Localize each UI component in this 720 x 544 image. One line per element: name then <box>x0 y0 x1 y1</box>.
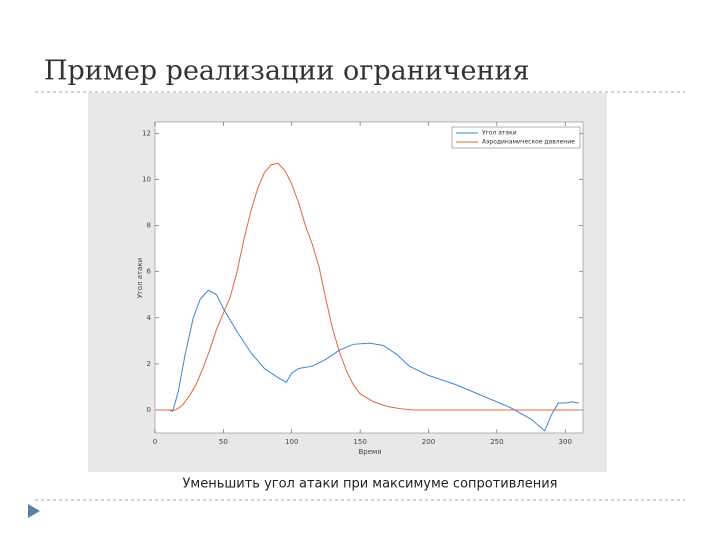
x-tick-label: 300 <box>559 438 572 446</box>
x-tick-label: 50 <box>219 438 228 446</box>
slide-title: Пример реализации ограничения <box>44 56 530 87</box>
x-tick-label: 200 <box>422 438 435 446</box>
legend-label: Аэродинамическое давление <box>482 139 575 146</box>
bullet-icon <box>28 504 40 518</box>
legend-box <box>451 126 581 149</box>
x-axis-label: Время <box>358 448 381 456</box>
plot-area <box>154 121 584 434</box>
y-tick-label: 8 <box>147 222 151 230</box>
line-series <box>155 162 579 411</box>
y-tick-label: 6 <box>147 268 152 276</box>
x-tick-label: 0 <box>153 438 157 446</box>
x-tick-label: 100 <box>285 438 298 446</box>
y-tick-label: 10 <box>142 176 151 184</box>
caption: Уменьшить угол атаки при максимуме сопро… <box>182 477 557 492</box>
line-series <box>155 289 579 432</box>
y-tick-label: 0 <box>147 406 151 414</box>
x-tick-label: 150 <box>353 438 366 446</box>
y-tick-label: 2 <box>147 360 151 368</box>
legend-label: Угол атаки <box>482 130 517 137</box>
y-tick-label: 12 <box>142 130 151 138</box>
y-axis-label: Угол атаки <box>136 258 144 298</box>
y-tick-label: 4 <box>147 314 152 322</box>
x-tick-label: 250 <box>490 438 503 446</box>
